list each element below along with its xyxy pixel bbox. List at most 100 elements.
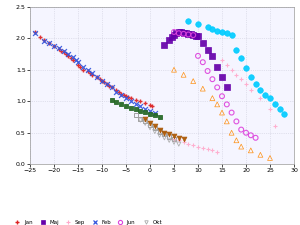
Point [152, 126, 157, 130]
Point [263, 93, 268, 97]
Point [47, 41, 52, 45]
Point [126, 96, 131, 99]
Point [73, 58, 78, 62]
Point [71, 55, 76, 59]
Point [124, 94, 128, 98]
Point [186, 142, 191, 146]
Point [224, 103, 229, 106]
Point [124, 104, 128, 108]
Point [128, 99, 133, 103]
Point [80, 68, 85, 72]
Point [114, 88, 119, 92]
Point [277, 107, 282, 111]
Point [128, 106, 133, 109]
Point [184, 32, 188, 35]
Point [148, 123, 152, 127]
Point [196, 145, 200, 148]
Point [224, 63, 229, 67]
Point [172, 33, 176, 37]
Point [148, 122, 152, 125]
Point [181, 137, 186, 141]
Point [224, 32, 229, 35]
Point [167, 132, 172, 136]
Point [104, 82, 109, 86]
Point [138, 118, 143, 122]
Point [42, 38, 47, 42]
Point [109, 98, 114, 102]
Point [224, 86, 229, 89]
Point [162, 43, 167, 46]
Point [162, 136, 167, 140]
Point [215, 65, 220, 68]
Point [116, 90, 121, 94]
Point [68, 57, 73, 60]
Point [215, 150, 220, 153]
Point [196, 22, 200, 26]
Point [181, 140, 186, 144]
Point [157, 115, 162, 119]
Point [162, 131, 167, 135]
Point [143, 101, 148, 105]
Point [174, 32, 179, 35]
Point [157, 133, 162, 137]
Point [157, 130, 162, 133]
Point [66, 54, 71, 58]
Point [100, 79, 104, 83]
Point [157, 128, 162, 131]
Point [268, 156, 272, 160]
Point [95, 76, 100, 79]
Point [229, 111, 234, 114]
Point [200, 60, 205, 64]
Point [150, 104, 155, 108]
Point [133, 113, 138, 117]
Point [239, 128, 244, 131]
Point [172, 140, 176, 144]
Point [152, 111, 157, 114]
Point [229, 68, 234, 72]
Point [244, 82, 248, 86]
Point [210, 96, 215, 100]
Point [191, 33, 196, 37]
Point [56, 47, 61, 51]
Point [248, 88, 253, 92]
Point [210, 27, 215, 31]
Point [167, 139, 172, 142]
Point [234, 139, 239, 142]
Point [220, 94, 224, 98]
Point [186, 33, 191, 36]
Point [138, 109, 143, 112]
Point [258, 96, 263, 100]
Point [176, 136, 181, 140]
Point [172, 137, 176, 141]
Point [186, 19, 191, 23]
Point [109, 86, 114, 89]
Point [148, 109, 152, 112]
Point [59, 49, 64, 53]
Point [109, 86, 114, 89]
Point [205, 25, 210, 29]
Point [85, 68, 90, 72]
Point [179, 30, 184, 34]
Point [258, 153, 263, 157]
Point [114, 100, 119, 104]
Point [176, 142, 181, 146]
Point [272, 125, 277, 128]
Point [66, 52, 71, 56]
Point [104, 82, 109, 86]
Point [188, 33, 193, 36]
Point [172, 134, 176, 138]
Point [210, 77, 215, 81]
Point [119, 92, 124, 95]
Point [80, 65, 85, 68]
Point [143, 107, 148, 111]
Point [205, 48, 210, 51]
Point [200, 41, 205, 45]
Point [248, 133, 253, 137]
Point [78, 65, 83, 69]
Point [253, 82, 258, 86]
Point [138, 99, 143, 103]
Point [90, 73, 95, 77]
Point [239, 57, 244, 60]
Point [239, 145, 244, 148]
Point [234, 73, 239, 77]
